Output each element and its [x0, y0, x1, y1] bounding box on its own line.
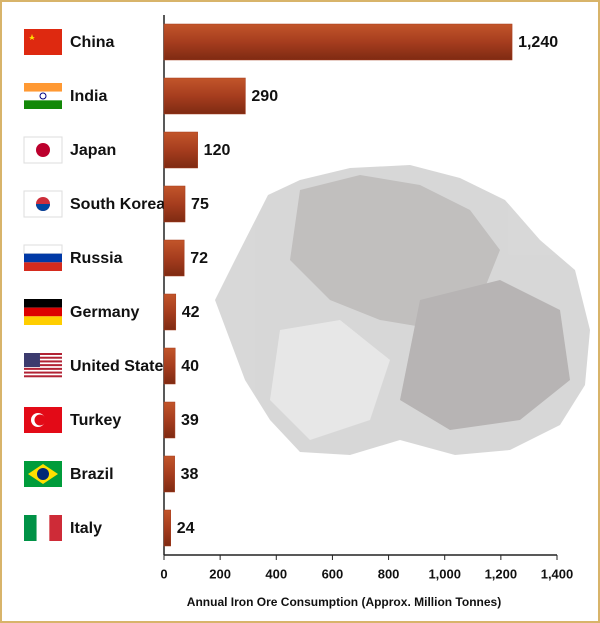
bar — [163, 185, 186, 223]
bar — [163, 131, 198, 169]
flag — [24, 299, 62, 325]
x-tick-label: 1,400 — [541, 566, 574, 581]
value-label: 24 — [177, 520, 195, 537]
flag — [24, 353, 62, 378]
x-tick-label: 800 — [378, 566, 400, 581]
category-label: Italy — [70, 520, 102, 537]
bar — [163, 239, 185, 277]
plot-area: 0 200 400 600 800 1,000 1,200 1,400 China 1,240 In… — [23, 15, 574, 581]
flag-part — [36, 204, 50, 211]
flag-part — [24, 100, 62, 109]
flag-part — [24, 367, 62, 370]
category-label: China — [70, 34, 115, 51]
flag-part — [24, 299, 62, 308]
flag-part — [24, 83, 62, 92]
flag-part — [24, 375, 62, 378]
x-tick-label: 1,200 — [485, 566, 518, 581]
flag-part — [24, 253, 62, 263]
category-label: Brazil — [70, 466, 114, 483]
category-label: India — [70, 88, 107, 105]
value-label: 75 — [191, 196, 209, 213]
category-label: United States — [70, 358, 172, 375]
flag-part — [24, 371, 62, 374]
ore-rock — [215, 165, 590, 455]
category-label: Turkey — [70, 412, 121, 429]
bar — [163, 401, 176, 439]
bar — [163, 293, 177, 331]
bar — [163, 455, 175, 493]
value-label: 40 — [181, 358, 199, 375]
value-label: 39 — [181, 412, 199, 429]
flag-part — [24, 29, 62, 55]
flag-part — [24, 364, 62, 367]
category-label: Russia — [70, 250, 123, 267]
flag-part — [24, 307, 62, 317]
flag-part — [24, 353, 62, 355]
flag-part — [24, 360, 62, 363]
flag-part — [36, 143, 50, 157]
flag-part — [24, 91, 62, 101]
x-tick-label: 1,000 — [428, 566, 461, 581]
x-tick-label: 400 — [265, 566, 287, 581]
flag — [24, 461, 62, 487]
flag — [23, 244, 63, 271]
x-axis-title: Annual Iron Ore Consumption (Approx. Mil… — [187, 595, 501, 609]
category-label: Japan — [70, 142, 116, 159]
x-tick-label: 600 — [322, 566, 344, 581]
x-tick-label: 0 — [160, 566, 167, 581]
flag-part — [23, 244, 63, 255]
flag — [24, 29, 62, 55]
flag-part — [34, 414, 46, 426]
value-label: 42 — [182, 304, 200, 321]
bar — [163, 77, 246, 115]
flag-part — [24, 353, 40, 368]
category-label: South Korea — [70, 196, 165, 213]
bar — [163, 509, 171, 547]
value-label: 72 — [190, 250, 208, 267]
value-label: 38 — [181, 466, 199, 483]
flag-part — [39, 92, 47, 100]
flag-part — [29, 34, 35, 40]
x-tick-label: 200 — [209, 566, 231, 581]
category-label: Germany — [70, 304, 139, 321]
value-label: 1,240 — [518, 34, 558, 51]
flag — [24, 515, 62, 541]
flag-part — [24, 316, 62, 325]
flag-part — [37, 468, 49, 480]
flag — [24, 407, 62, 433]
flag-part — [24, 515, 37, 541]
flag-part — [24, 262, 62, 271]
flag — [23, 136, 63, 164]
bar — [163, 23, 513, 61]
flag — [24, 83, 62, 109]
value-label: 120 — [204, 142, 231, 159]
flag-part — [49, 515, 62, 541]
flag-part — [36, 515, 50, 541]
flag — [23, 190, 63, 218]
value-label: 290 — [251, 88, 278, 105]
flag-part — [24, 356, 62, 359]
bar — [163, 347, 176, 385]
